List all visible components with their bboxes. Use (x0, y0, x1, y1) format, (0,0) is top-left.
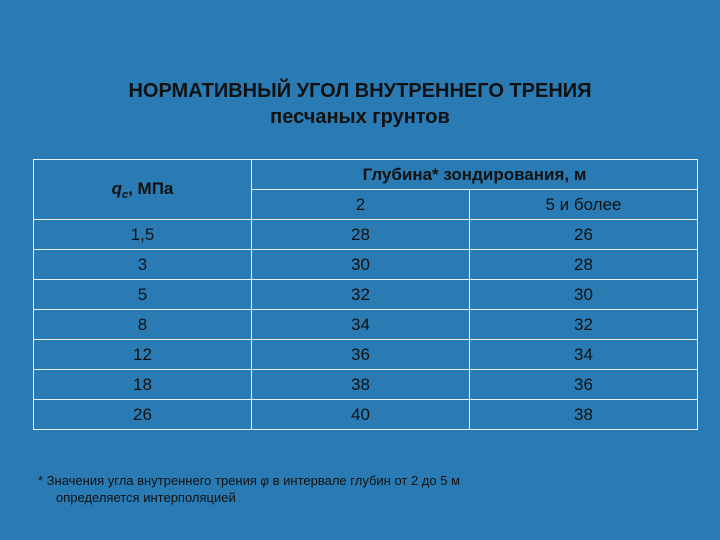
footnote-line-1: * Значения угла внутреннего трения φ в и… (38, 472, 678, 489)
qc-value-cell: 18 (33, 369, 252, 400)
qc-value-cell: 26 (33, 399, 252, 430)
header-row-1: qc, МПа Глубина* зондирования, м (33, 159, 698, 220)
table-row: 8 34 32 (33, 309, 698, 340)
angle-2m-cell: 28 (251, 219, 470, 250)
table-row: 18 38 36 (33, 369, 698, 400)
angle-5m-plus-cell: 30 (469, 279, 698, 310)
header-row-2: 2 5 и более (34, 189, 698, 220)
qc-value-cell: 3 (33, 249, 252, 280)
depth-header: Глубина* зондирования, м (251, 159, 698, 190)
table-row: 26 40 38 (33, 399, 698, 430)
depth-column-5m-plus: 5 и более (469, 189, 698, 220)
qc-header: qc, МПа (33, 159, 252, 220)
angle-2m-cell: 32 (251, 279, 470, 310)
table-row: 5 32 30 (33, 279, 698, 310)
angle-2m-cell: 36 (251, 339, 470, 370)
qc-value-cell: 5 (33, 279, 252, 310)
qc-value-cell: 12 (33, 339, 252, 370)
footnote-text-a: * Значения угла внутреннего трения (38, 473, 261, 488)
table-row: 3 30 28 (33, 249, 698, 280)
qc-value-cell: 8 (33, 309, 252, 340)
footnote: * Значения угла внутреннего трения φ в и… (38, 472, 678, 506)
qc-subscript: c (121, 188, 129, 201)
angle-2m-cell: 30 (251, 249, 470, 280)
friction-angle-table: qc, МПа Глубина* зондирования, м 2 5 и б… (33, 159, 698, 430)
angle-5m-plus-cell: 36 (469, 369, 698, 400)
slide-title: НОРМАТИВНЫЙ УГОЛ ВНУТРЕННЕГО ТРЕНИЯ песч… (0, 78, 720, 130)
angle-2m-cell: 38 (251, 369, 470, 400)
qc-symbol: q (111, 178, 122, 198)
title-line-1: НОРМАТИВНЫЙ УГОЛ ВНУТРЕННЕГО ТРЕНИЯ (128, 80, 592, 102)
table-row: 1,5 28 26 (33, 219, 698, 250)
phi-symbol: φ (260, 473, 270, 488)
title-line-2: песчаных грунтов (270, 106, 450, 128)
table-row: 12 36 34 (33, 339, 698, 370)
footnote-text-b: в интервале глубин от 2 до 5 м (269, 473, 461, 488)
angle-5m-plus-cell: 26 (469, 219, 698, 250)
angle-5m-plus-cell: 32 (469, 309, 698, 340)
angle-2m-cell: 34 (251, 309, 470, 340)
qc-unit: , МПа (128, 178, 174, 198)
footnote-line-2: определяется интерполяцией (56, 490, 236, 505)
depth-column-2m: 2 (251, 189, 470, 220)
angle-2m-cell: 40 (251, 399, 470, 430)
qc-value-cell: 1,5 (33, 219, 252, 250)
angle-5m-plus-cell: 28 (469, 249, 698, 280)
angle-5m-plus-cell: 34 (469, 339, 698, 370)
angle-5m-plus-cell: 38 (469, 399, 698, 430)
